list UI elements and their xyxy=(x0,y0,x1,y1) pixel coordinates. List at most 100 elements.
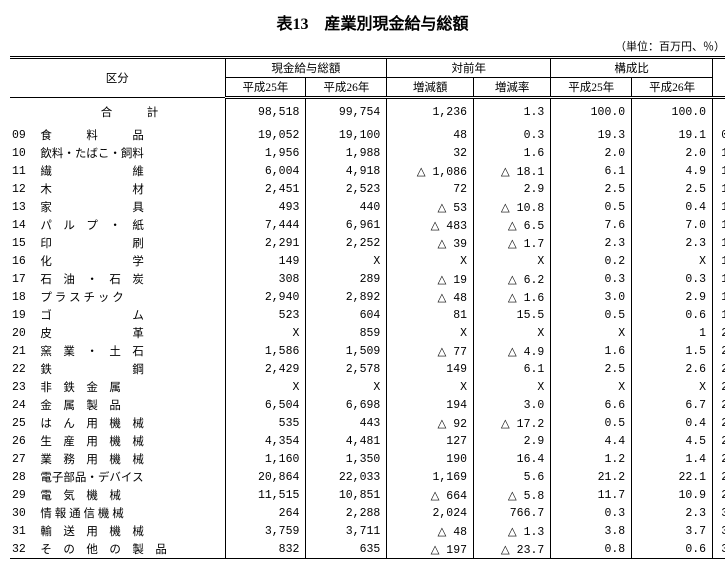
table-row: 32そ の 他 の 製 品832635△ 197△ 23.70.80.632 xyxy=(10,540,725,559)
row-code: 16 xyxy=(10,252,34,270)
cell-rate: 2.9 xyxy=(474,180,551,198)
total-rate: 1.3 xyxy=(474,98,551,127)
cell-h25: 11,515 xyxy=(225,486,306,504)
cell-h25: 1,586 xyxy=(225,342,306,360)
cell-h26: 859 xyxy=(306,324,387,342)
row-name: 電子部品・デバイス xyxy=(34,468,225,486)
cell-rate: △ 5.8 xyxy=(474,486,551,504)
table-row: 29電 気 機 械11,51510,851△ 664△ 5.811.710.92… xyxy=(10,486,725,504)
cell-h25: 1,160 xyxy=(225,450,306,468)
row-code-right: 30 xyxy=(713,504,725,522)
cell-h25: 832 xyxy=(225,540,306,559)
cell-c26: 0.4 xyxy=(632,198,713,216)
cell-h26: 604 xyxy=(306,306,387,324)
cell-h26: 2,523 xyxy=(306,180,387,198)
total-row: 合 計 98,518 99,754 1,236 1.3 100.0 100.0 xyxy=(10,98,725,127)
cell-h25: 6,004 xyxy=(225,162,306,180)
cell-rate: △ 1.6 xyxy=(474,288,551,306)
row-name: は ん 用 機 械 xyxy=(34,414,225,432)
cell-h26: 1,988 xyxy=(306,144,387,162)
cell-c26: 6.7 xyxy=(632,396,713,414)
cell-rate: △ 4.9 xyxy=(474,342,551,360)
cell-h26: 22,033 xyxy=(306,468,387,486)
cell-h26: 4,918 xyxy=(306,162,387,180)
row-code-right: 19 xyxy=(713,306,725,324)
row-code-right: 26 xyxy=(713,432,725,450)
cell-diff: 48 xyxy=(387,126,474,144)
table-row: 13家 具493440△ 53△ 10.80.50.413 xyxy=(10,198,725,216)
row-name: ゴ ム xyxy=(34,306,225,324)
row-code-right: 22 xyxy=(713,360,725,378)
table-row: 17石 油 ・ 石 炭308289△ 19△ 6.20.30.317 xyxy=(10,270,725,288)
cell-rate: 766.7 xyxy=(474,504,551,522)
cell-rate: X xyxy=(474,252,551,270)
cell-c25: 11.7 xyxy=(551,486,632,504)
cell-c26: X xyxy=(632,252,713,270)
cell-h26: 10,851 xyxy=(306,486,387,504)
table-row: 21窯 業 ・ 土 石1,5861,509△ 77△ 4.91.61.521 xyxy=(10,342,725,360)
cell-rate: 15.5 xyxy=(474,306,551,324)
col-category: 区分 xyxy=(10,58,225,98)
cell-diff: 72 xyxy=(387,180,474,198)
cell-rate: △ 17.2 xyxy=(474,414,551,432)
row-code: 27 xyxy=(10,450,34,468)
row-code: 22 xyxy=(10,360,34,378)
cell-c25: 6.1 xyxy=(551,162,632,180)
table-row: 16化 学149XXX0.2X16 xyxy=(10,252,725,270)
cell-c25: 7.6 xyxy=(551,216,632,234)
cell-h26: 2,288 xyxy=(306,504,387,522)
row-code: 25 xyxy=(10,414,34,432)
cell-diff: 194 xyxy=(387,396,474,414)
cell-rate: 1.6 xyxy=(474,144,551,162)
row-name: パ ル プ ・ 紙 xyxy=(34,216,225,234)
cell-h26: 2,892 xyxy=(306,288,387,306)
cell-c25: 6.6 xyxy=(551,396,632,414)
row-name: 情 報 通 信 機 械 xyxy=(34,504,225,522)
cell-diff: △ 39 xyxy=(387,234,474,252)
data-table: 区分 現金給与総額 対前年 構成比 平成25年 平成26年 増減額 増減率 平成… xyxy=(10,56,725,559)
cell-h25: 6,504 xyxy=(225,396,306,414)
cell-diff: 190 xyxy=(387,450,474,468)
cell-diff: X xyxy=(387,324,474,342)
col-rate: 増減率 xyxy=(474,78,551,98)
cell-h26: 6,698 xyxy=(306,396,387,414)
cell-c26: 2.3 xyxy=(632,234,713,252)
row-code-right: 21 xyxy=(713,342,725,360)
col-h26b: 平成26年 xyxy=(632,78,713,98)
cell-rate: 16.4 xyxy=(474,450,551,468)
cell-diff: △ 92 xyxy=(387,414,474,432)
row-code: 18 xyxy=(10,288,34,306)
row-name: そ の 他 の 製 品 xyxy=(34,540,225,559)
col-group2: 対前年 xyxy=(387,58,551,78)
cell-rate: △ 1.7 xyxy=(474,234,551,252)
cell-c26: 1 xyxy=(632,324,713,342)
cell-h26: 2,578 xyxy=(306,360,387,378)
row-code-right: 10 xyxy=(713,144,725,162)
cell-diff: △ 48 xyxy=(387,288,474,306)
cell-diff: X xyxy=(387,252,474,270)
cell-c26: 22.1 xyxy=(632,468,713,486)
table-row: 20皮 革X859XXX120 xyxy=(10,324,725,342)
cell-h25: 4,354 xyxy=(225,432,306,450)
cell-diff: △ 1,086 xyxy=(387,162,474,180)
cell-c25: 2.0 xyxy=(551,144,632,162)
row-name: 電 気 機 械 xyxy=(34,486,225,504)
row-code-right: 12 xyxy=(713,180,725,198)
table-row: 09食 料 品19,05219,100480.319.319.109 xyxy=(10,126,725,144)
row-name: 家 具 xyxy=(34,198,225,216)
cell-h25: 2,451 xyxy=(225,180,306,198)
row-code: 21 xyxy=(10,342,34,360)
cell-c25: 2.5 xyxy=(551,180,632,198)
cell-diff: △ 53 xyxy=(387,198,474,216)
cell-c25: X xyxy=(551,324,632,342)
row-code-right: 28 xyxy=(713,468,725,486)
cell-h26: 1,509 xyxy=(306,342,387,360)
cell-c26: 0.6 xyxy=(632,306,713,324)
row-code-right: 17 xyxy=(713,270,725,288)
table-row: 19ゴ ム5236048115.50.50.619 xyxy=(10,306,725,324)
table-row: 28電子部品・デバイス20,86422,0331,1695.621.222.12… xyxy=(10,468,725,486)
cell-rate: △ 18.1 xyxy=(474,162,551,180)
cell-h26: 443 xyxy=(306,414,387,432)
table-row: 30情 報 通 信 機 械2642,2882,024766.70.32.330 xyxy=(10,504,725,522)
row-code-right: 32 xyxy=(713,540,725,559)
